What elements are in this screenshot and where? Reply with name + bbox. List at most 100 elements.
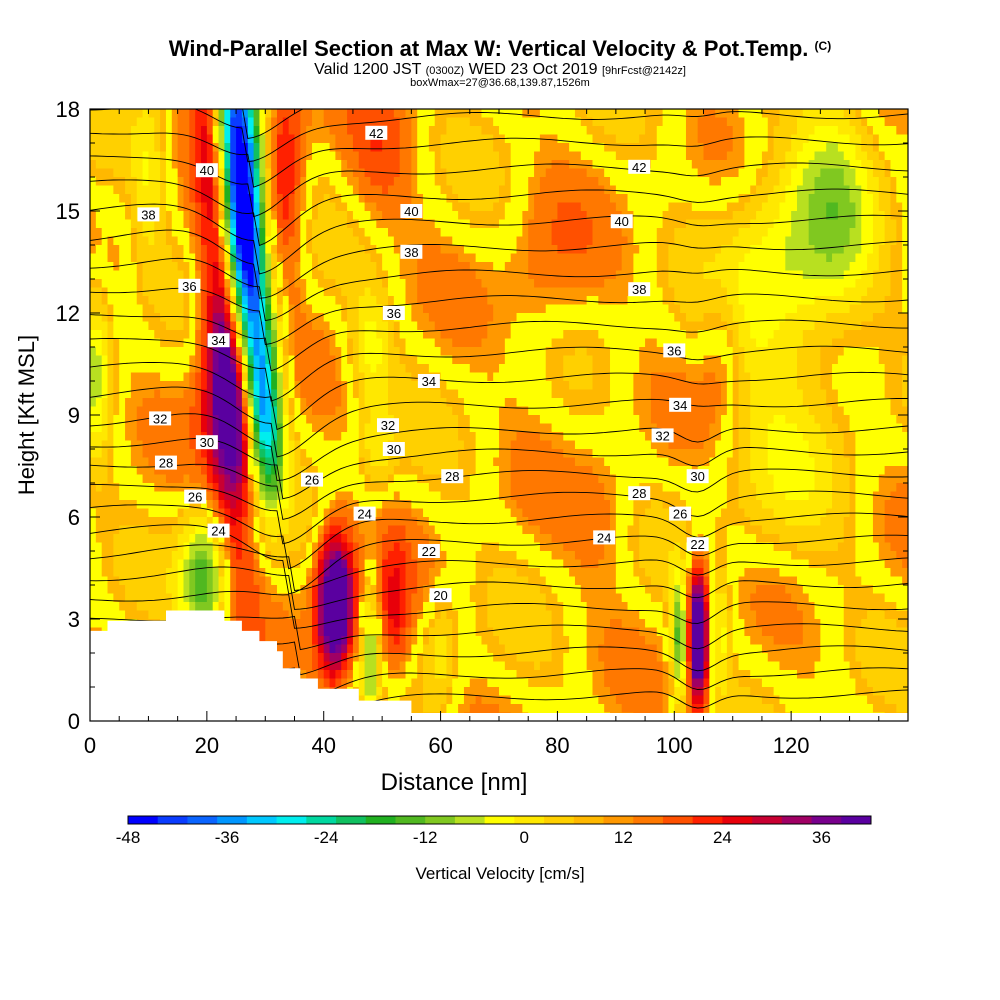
heat-cell [563,228,570,238]
heat-cell [779,194,786,204]
heat-cell [826,287,833,297]
heat-cell [867,330,874,340]
heat-cell [382,143,389,153]
heat-cell [160,296,167,306]
heat-cell [125,126,132,136]
heat-cell [458,287,465,297]
heat-cell [241,296,249,306]
heat-cell [241,211,249,221]
heat-cell [393,143,401,153]
heat-cell [896,228,903,238]
heat-cell [522,338,529,348]
heat-cell [522,194,529,204]
heat-cell [125,321,132,331]
heat-cell [604,177,611,187]
heat-cell [224,279,231,289]
heat-cell [329,372,336,382]
heat-cell [592,262,599,272]
heat-cell [510,262,518,272]
heat-cell [195,194,202,204]
heat-cell [902,109,908,119]
heat-cell [300,219,307,229]
heat-cell [218,109,225,119]
heat-cell [148,389,155,399]
heat-cell [534,185,541,195]
heat-cell [668,287,675,297]
heat-cell [569,236,576,246]
heat-cell [545,321,553,331]
heat-cell [843,313,851,323]
heat-cell [522,202,529,212]
heat-cell [656,185,664,195]
heat-cell [107,151,114,161]
heat-cell [744,313,751,323]
heat-cell [481,296,488,306]
heat-cell [639,372,646,382]
heat-cell [347,126,354,136]
heat-cell [247,228,255,238]
heat-cell [329,109,336,119]
heat-cell [522,347,529,357]
heat-cell [101,381,109,391]
heat-cell [95,143,103,153]
heat-cell [201,321,208,331]
heat-cell [709,228,716,238]
heat-cell [154,389,161,399]
heat-cell [136,117,144,127]
heat-cell [773,202,781,212]
heat-cell [557,321,564,331]
heat-cell [872,194,880,204]
heat-cell [142,321,150,331]
heat-cell [171,194,179,204]
heat-cell [668,211,675,221]
heat-cell [493,321,500,331]
heat-cell [890,151,897,161]
heat-cell [341,287,348,297]
heat-cell [475,126,483,136]
heat-cell [171,321,179,331]
heat-cell [446,347,453,357]
heat-cell [463,270,471,280]
heat-cell [312,194,319,204]
heat-cell [808,347,816,357]
heat-cell [662,117,670,127]
heat-cell [405,126,412,136]
heat-cell [849,219,857,229]
heat-cell [335,185,342,195]
heat-cell [674,304,681,314]
heat-cell [469,160,477,170]
heat-cell [352,109,360,119]
heat-cell [510,253,518,263]
heat-cell [767,296,775,306]
heat-cell [639,219,646,229]
heat-cell [405,168,412,178]
heat-cell [715,160,722,170]
heat-cell [107,117,114,127]
heat-cell [428,287,436,297]
heat-cell [750,194,757,204]
heat-cell [820,287,827,297]
heat-cell [621,389,629,399]
heat-cell [510,313,518,323]
heat-cell [785,185,792,195]
heat-cell [382,338,389,348]
heat-cell [726,236,734,246]
heat-cell [732,321,740,331]
heat-cell [773,347,781,357]
heat-cell [271,389,278,399]
heat-cell [312,287,319,297]
heat-cell [878,296,886,306]
heat-cell [580,270,588,280]
heat-cell [744,296,751,306]
heat-cell [569,168,576,178]
heat-cell [785,338,792,348]
heat-cell [312,321,319,331]
heat-cell [604,347,611,357]
heat-cell [265,253,272,263]
heat-cell [259,219,266,229]
heat-cell [872,355,880,365]
heat-cell [405,185,412,195]
heat-cell [259,381,266,391]
heat-cell [872,168,880,178]
heat-cell [90,372,97,382]
